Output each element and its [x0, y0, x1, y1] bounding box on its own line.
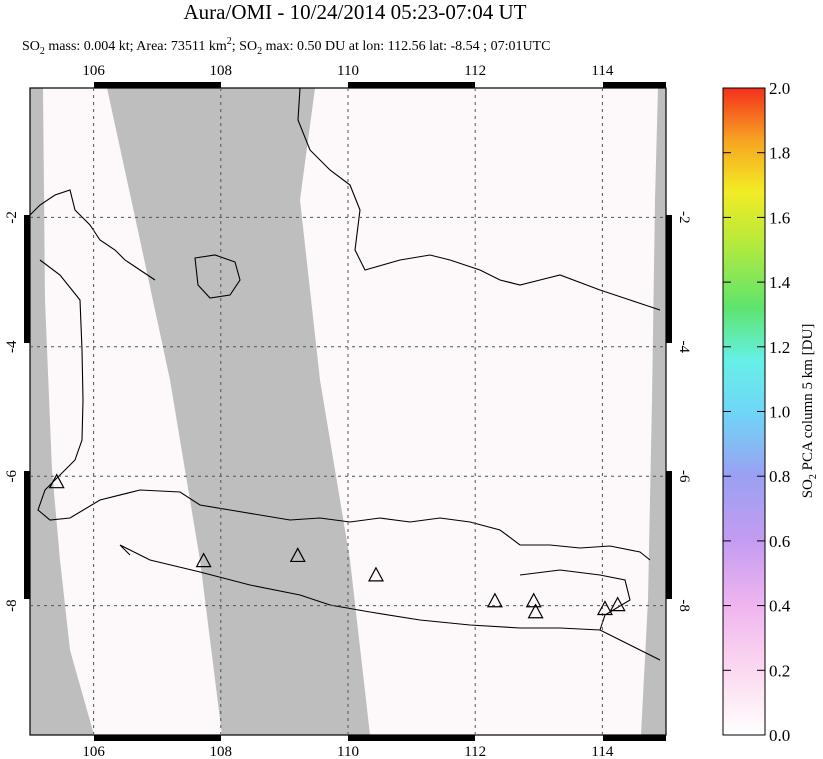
swath-gap — [107, 88, 370, 735]
volcano — [609, 596, 626, 612]
colorbar-tick-label: 0.4 — [769, 597, 791, 616]
coastline — [30, 88, 661, 661]
colorbar-tick-label: 0.6 — [769, 532, 790, 551]
volcano — [486, 592, 503, 608]
colorbar-tick-label: 1.6 — [769, 208, 790, 227]
colorbar-tick-label: 1.4 — [769, 273, 791, 292]
colorbar-tick-label: 1.0 — [769, 403, 790, 422]
x-tick-label: 112 — [464, 63, 486, 79]
y-tick-label: -6 — [676, 470, 692, 483]
y-tick-label: -2 — [676, 211, 692, 224]
y-tick-label: -8 — [4, 599, 20, 612]
colorbar-tick-label: 2.0 — [769, 79, 790, 98]
volcano — [596, 600, 613, 616]
x-tick-label: 110 — [337, 63, 359, 79]
y-tick-label: -4 — [4, 340, 20, 353]
text-part: 2 — [227, 36, 232, 47]
text-part: max: 0.50 DU at lon: 112.56 lat: -8.54 ;… — [262, 39, 550, 54]
text-part: SO — [22, 39, 40, 54]
x-tick-label: 114 — [591, 63, 613, 79]
colorbar-tick-label: 0.0 — [769, 726, 790, 745]
colorbar-tick-label: 0.8 — [769, 467, 790, 486]
x-tick-label: 112 — [464, 744, 486, 759]
swath-gap — [30, 88, 94, 735]
x-tick-label: 106 — [82, 63, 105, 79]
frame-bars — [24, 82, 672, 741]
volcano — [195, 552, 212, 568]
volcano — [527, 603, 544, 619]
text-part: 2 — [257, 46, 262, 57]
x-tick-label: 114 — [591, 744, 613, 759]
text-part: mass: 0.004 kt; Area: 73511 km — [45, 39, 227, 54]
swath-gap — [641, 88, 666, 735]
volcano — [367, 566, 384, 582]
text-part: SO — [800, 479, 816, 498]
y-tick-label: -6 — [4, 469, 20, 482]
colorbar-label: SO2 PCA column 5 km [DU] — [800, 324, 819, 499]
colorbar-tick-label: 1.8 — [769, 144, 790, 163]
y-tick-label: -4 — [676, 341, 692, 354]
volcano — [525, 592, 542, 608]
y-tick-label: -8 — [676, 599, 692, 612]
text-part: PCA column 5 km [DU] — [800, 324, 816, 474]
text-part: 2 — [40, 46, 45, 57]
x-tick-label: 110 — [337, 744, 359, 759]
x-tick-label: 108 — [210, 63, 233, 79]
x-tick-label: 108 — [210, 744, 233, 759]
text-part: ; SO — [232, 39, 257, 54]
island — [194, 254, 241, 299]
text-part: 2 — [808, 474, 819, 479]
volcano — [48, 473, 65, 489]
volcano — [289, 547, 306, 563]
colorbar-tick-label: 0.2 — [769, 661, 790, 680]
x-tick-label: 106 — [82, 744, 105, 759]
title: Aura/OMI - 10/24/2014 05:23-07:04 UT — [184, 0, 527, 24]
subtitle: SO2 mass: 0.004 kt; Area: 73511 km2; SO2… — [22, 36, 550, 57]
colorbar-tick-label: 1.2 — [769, 338, 790, 357]
y-tick-label: -2 — [4, 211, 20, 224]
